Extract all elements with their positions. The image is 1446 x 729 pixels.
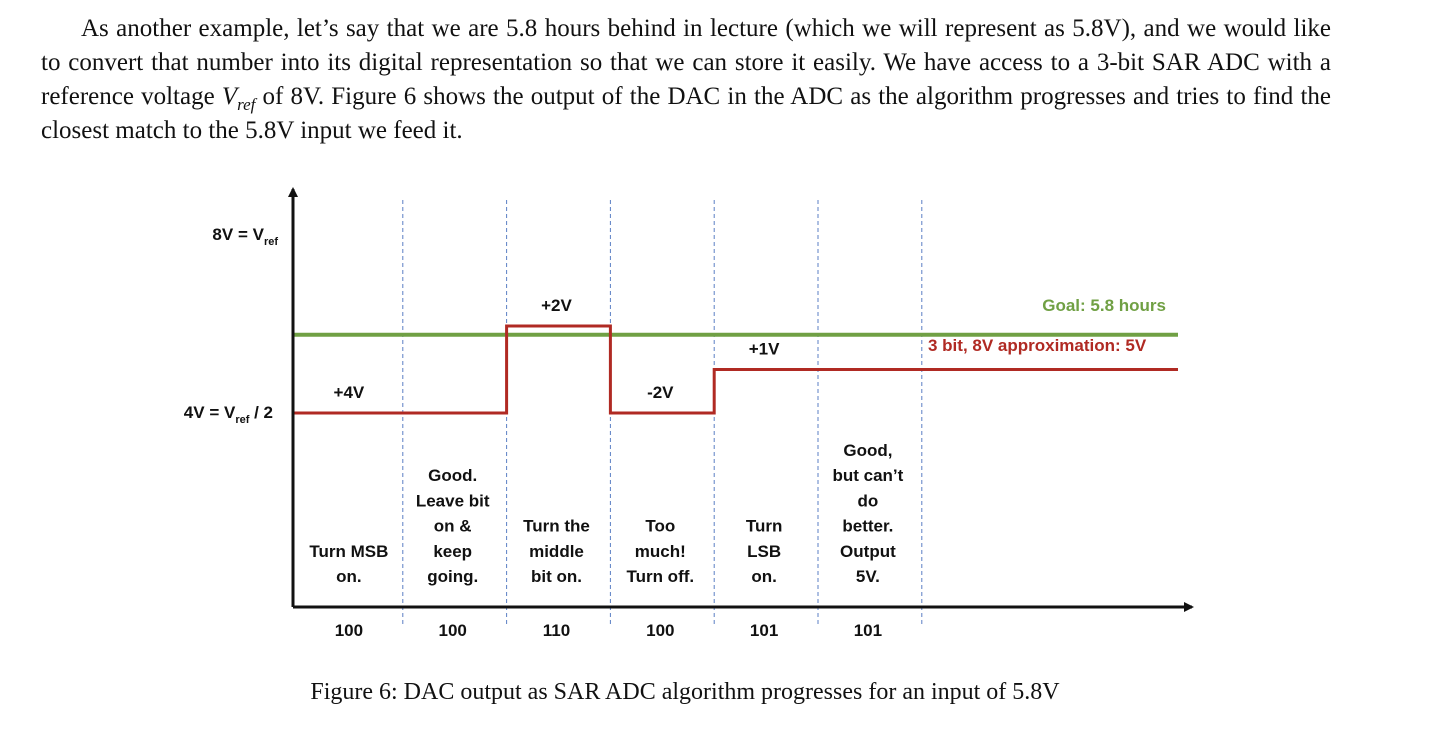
step-description-line: Turn off. bbox=[626, 567, 694, 586]
step-delta-label: -2V bbox=[647, 383, 674, 402]
step-description-line: 5V. bbox=[856, 567, 880, 586]
step-description-line: Turn bbox=[746, 517, 783, 536]
vref-main: V bbox=[221, 83, 238, 110]
step-description-line: bit on. bbox=[531, 567, 582, 586]
step-description-line: Leave bit bbox=[416, 491, 490, 510]
step-description-line: but can’t bbox=[832, 466, 903, 485]
step-description-line: going. bbox=[427, 567, 478, 586]
vref-subscript: ref bbox=[237, 95, 256, 114]
step-description-line: keep bbox=[433, 542, 472, 561]
step-description-line: do bbox=[858, 491, 879, 510]
step-description-line: Good. bbox=[428, 466, 477, 485]
step-description-line: Too bbox=[645, 517, 675, 536]
step-description-line: on & bbox=[434, 517, 472, 536]
step-code: 100 bbox=[646, 621, 674, 640]
intro-paragraph: As another example, let’s say that we ar… bbox=[41, 12, 1331, 148]
step-delta-label: +2V bbox=[541, 296, 572, 315]
step-description-line: Turn the bbox=[523, 517, 590, 536]
step-description-line: better. bbox=[842, 517, 893, 536]
paragraph-part-1: As another example, let’s say that we ar… bbox=[41, 15, 1331, 110]
figure-caption: Figure 6: DAC output as SAR ADC algorith… bbox=[310, 679, 1060, 705]
y-label-half-vref-sub: ref bbox=[235, 414, 249, 426]
goal-label: Goal: 5.8 hours bbox=[1042, 296, 1166, 315]
y-label-half-vref: 4V = Vref / 2 bbox=[184, 403, 273, 426]
vref-symbol: Vref bbox=[221, 83, 256, 113]
y-label-vref-main: 8V = V bbox=[212, 225, 264, 244]
step-description-line: Output bbox=[840, 542, 896, 561]
y-label-vref: 8V = Vref bbox=[212, 225, 278, 248]
step-annotations: +4V Turn MSB on. 100 Good. Leave bit on & keep g… bbox=[309, 296, 903, 640]
step-delta-label: +1V bbox=[749, 340, 780, 359]
step-description-line: LSB bbox=[747, 542, 781, 561]
step-description-line: middle bbox=[529, 542, 584, 561]
step-description-line: on. bbox=[336, 567, 362, 586]
step-code: 101 bbox=[750, 621, 778, 640]
step-description-line: Good, bbox=[843, 441, 892, 460]
step-code: 110 bbox=[543, 621, 570, 640]
step-code: 101 bbox=[854, 621, 882, 640]
step-description-line: much! bbox=[635, 542, 686, 561]
dac-output-line bbox=[293, 324, 1178, 415]
step-code: 100 bbox=[439, 621, 467, 640]
y-label-half-vref-suffix: / 2 bbox=[249, 403, 273, 422]
step-description-line: Turn MSB bbox=[309, 542, 388, 561]
paragraph-part-2: of 8V. Figure 6 shows the output of the … bbox=[41, 83, 1331, 144]
step-code: 100 bbox=[335, 621, 363, 640]
y-label-vref-sub: ref bbox=[264, 236, 278, 248]
step-delta-label: +4V bbox=[334, 383, 365, 402]
step-description-line: on. bbox=[751, 567, 777, 586]
approximation-label: 3 bit, 8V approximation: 5V bbox=[928, 336, 1147, 355]
y-label-half-vref-main: 4V = V bbox=[184, 403, 236, 422]
